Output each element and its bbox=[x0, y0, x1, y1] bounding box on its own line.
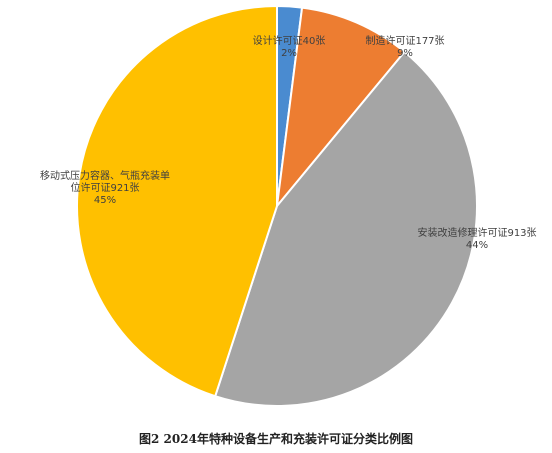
category-label: 安装改造修理许可证913张 bbox=[417, 228, 537, 239]
category-label: 设计许可证40张 bbox=[252, 36, 326, 47]
data-label: 移动式压力容器、气瓶充装单位许可证921张 45% bbox=[40, 171, 170, 207]
data-label: 安装改造修理许可证913张 44% bbox=[407, 228, 547, 252]
pie-slice bbox=[213, 50, 478, 407]
chart-title: 图2 2024年特种设备生产和充装许可证分类比例图 bbox=[139, 432, 413, 446]
percent-label: 45% bbox=[93, 195, 117, 206]
percent-label: 44% bbox=[465, 240, 489, 251]
pie-slice bbox=[76, 4, 278, 398]
percent-label: 2% bbox=[281, 48, 297, 59]
data-label: 制造许可证177张 9% bbox=[355, 36, 455, 60]
percent-label: 9% bbox=[397, 48, 413, 59]
category-label: 移动式压力容器、气瓶充装单位许可证921张 bbox=[40, 171, 170, 194]
category-label: 制造许可证177张 bbox=[365, 36, 445, 47]
data-label: 设计许可证40张 2% bbox=[244, 36, 334, 60]
pie-slice bbox=[275, 6, 406, 210]
